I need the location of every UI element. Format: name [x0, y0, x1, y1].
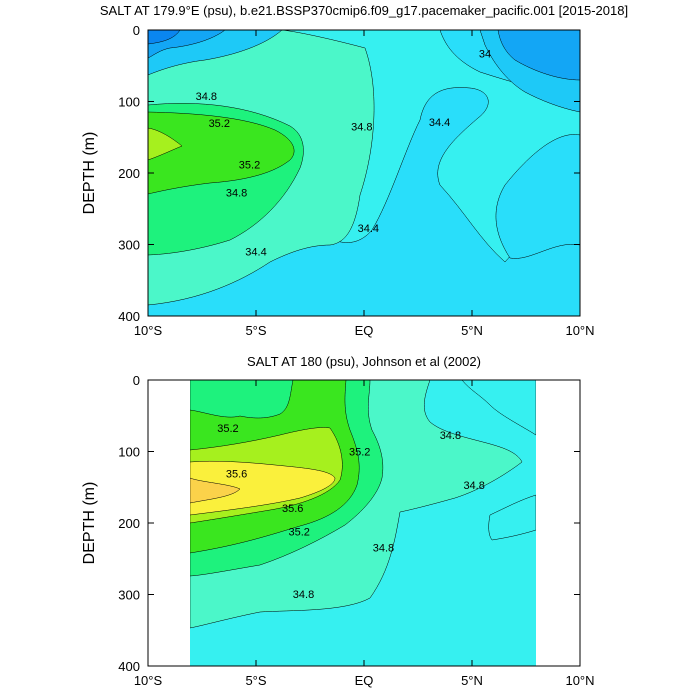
chart-title: SALT AT 179.9°E (psu), b.e21.BSSP370cmip…: [100, 3, 628, 18]
x-tick-label: EQ: [355, 673, 374, 688]
y-tick-label: 300: [118, 588, 140, 603]
x-tick-label: 5°S: [245, 323, 266, 338]
y-tick-label: 0: [133, 23, 140, 38]
contour-label: 34.4: [245, 247, 266, 259]
x-tick-label: 5°S: [245, 673, 266, 688]
contour-label: 34.8: [463, 480, 484, 492]
y-tick-label: 400: [118, 659, 140, 674]
contour-label: 34.4: [358, 223, 379, 235]
x-tick-label: 10°N: [565, 323, 594, 338]
axes: 10°S 5°S EQ 5°N 10°N 0 100 200 300 400: [118, 373, 594, 688]
fill-34-6-east: [461, 380, 536, 436]
y-tick-label: 400: [118, 309, 140, 324]
contour-label: 34.8: [196, 91, 217, 103]
x-tick-label: 10°S: [134, 323, 163, 338]
fill-35-4: [148, 127, 183, 161]
contour-label: 35.6: [226, 469, 247, 481]
panel-observed: SALT AT 180 (psu), Johnson et al (2002) …: [81, 354, 595, 688]
y-tick-label: 100: [118, 445, 140, 460]
x-tick-label: 10°N: [565, 673, 594, 688]
y-tick-label: 200: [118, 166, 140, 181]
fill-35-0-mid: [190, 380, 294, 419]
contour-label: 34.8: [293, 589, 314, 601]
axes: 10°S 5°S EQ 5°N 10°N 0 100 200 300 400: [118, 23, 594, 338]
fill-34-4-east: [495, 134, 580, 259]
panel-model: SALT AT 179.9°E (psu), b.e21.BSSP370cmip…: [81, 3, 628, 338]
contour-label: 34.8: [351, 122, 372, 134]
contour-fill: [148, 30, 580, 316]
fill-35-2: [148, 111, 295, 195]
contour-labels: 34.8 35.2 35.2 34.8 34.4 34.8 34.4 34.4 34: [196, 49, 491, 259]
y-tick-label: 300: [118, 238, 140, 253]
contour-label: 35.2: [209, 118, 230, 130]
fill-35-8: [190, 477, 241, 504]
x-tick-label: 5°N: [461, 323, 483, 338]
contour-label: 34.8: [440, 430, 461, 442]
y-axis-label: DEPTH (m): [81, 132, 98, 215]
contour-labels: 35.2 35.2 35.6 35.6 35.2 34.8 34.8 34.8 34.8: [217, 423, 485, 601]
contour-label: 35.6: [282, 503, 303, 515]
x-tick-label: 10°S: [134, 673, 163, 688]
chart-title: SALT AT 180 (psu), Johnson et al (2002): [247, 354, 481, 369]
fill-35-6: [190, 460, 336, 516]
y-tick-label: 100: [118, 95, 140, 110]
fill-34-6-notch: [488, 494, 536, 541]
x-tick-label: 5°N: [461, 673, 483, 688]
contour-fill: [190, 380, 536, 666]
contour-label: 35.2: [349, 447, 370, 459]
x-tick-label: EQ: [355, 323, 374, 338]
contour-label: 34.4: [429, 117, 450, 129]
y-axis-label: DEPTH (m): [81, 482, 98, 565]
contour-label: 34.8: [373, 542, 394, 554]
y-tick-label: 200: [118, 516, 140, 531]
contour-label: 35.2: [239, 159, 260, 171]
y-tick-label: 0: [133, 373, 140, 388]
contour-label: 35.2: [288, 527, 309, 539]
contour-label: 34: [479, 49, 491, 61]
contour-label: 35.2: [217, 423, 238, 435]
contour-label: 34.8: [226, 187, 247, 199]
fill-34-0-east: [497, 30, 580, 81]
